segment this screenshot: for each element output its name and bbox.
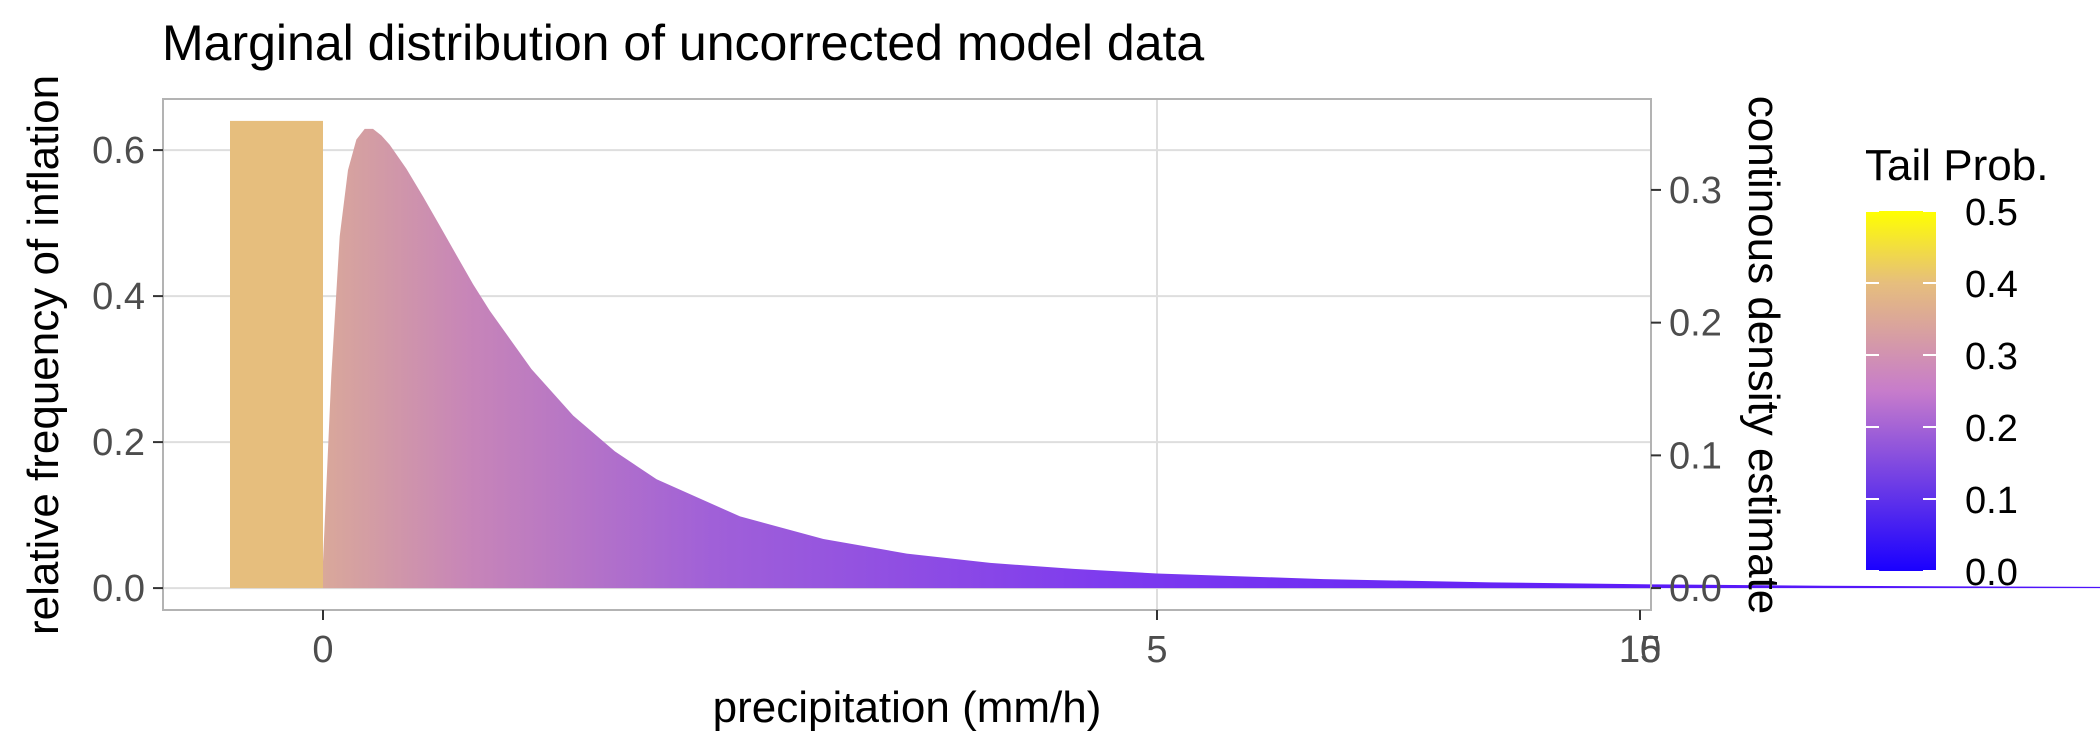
y-axis-left-title: relative frequency of inflation — [19, 75, 68, 635]
x-tick-label: 15 — [1619, 629, 1661, 671]
legend-label: 0.1 — [1965, 480, 2018, 522]
chart-title: Marginal distribution of uncorrected mod… — [162, 15, 1204, 71]
x-tick-label: 10 — [1619, 629, 1661, 671]
density-area — [323, 128, 2100, 589]
y-right-tick-label: 0.1 — [1669, 435, 1722, 477]
legend-label: 0.2 — [1965, 408, 2018, 450]
legend-label: 0.5 — [1965, 192, 2018, 234]
y-left-tick-label: 0.2 — [92, 422, 145, 464]
legend-colorbar — [1866, 211, 1936, 571]
legend-title: Tail Prob. — [1865, 141, 2048, 190]
legend-label: 0.3 — [1965, 336, 2018, 378]
y-left-tick-label: 0.4 — [92, 276, 145, 318]
x-axis-title: precipitation (mm/h) — [713, 683, 1102, 732]
y-axis-right: 0.0 0.1 0.2 0.3 — [1651, 170, 1722, 610]
x-tick-label: 5 — [1146, 629, 1167, 671]
y-axis-right-title: continous density estimate — [1739, 96, 1788, 615]
y-axis-left: 0.0 0.2 0.4 0.6 — [92, 130, 163, 610]
y-left-tick-label: 0.6 — [92, 130, 145, 172]
legend-label: 0.4 — [1965, 264, 2018, 306]
inflation-bar — [230, 120, 323, 589]
y-right-tick-label: 0.0 — [1669, 568, 1722, 610]
y-right-tick-label: 0.3 — [1669, 170, 1722, 212]
legend-label: 0.0 — [1965, 552, 2018, 594]
legend: Tail Prob. 0.0 0.1 0.2 0.3 0.4 0.5 — [1865, 141, 2048, 594]
panel-border — [162, 98, 1652, 611]
y-left-tick-label: 0.0 — [92, 568, 145, 610]
y-right-tick-label: 0.2 — [1669, 303, 1722, 345]
plot-marks — [230, 120, 2100, 589]
x-tick-label: 0 — [312, 629, 333, 671]
